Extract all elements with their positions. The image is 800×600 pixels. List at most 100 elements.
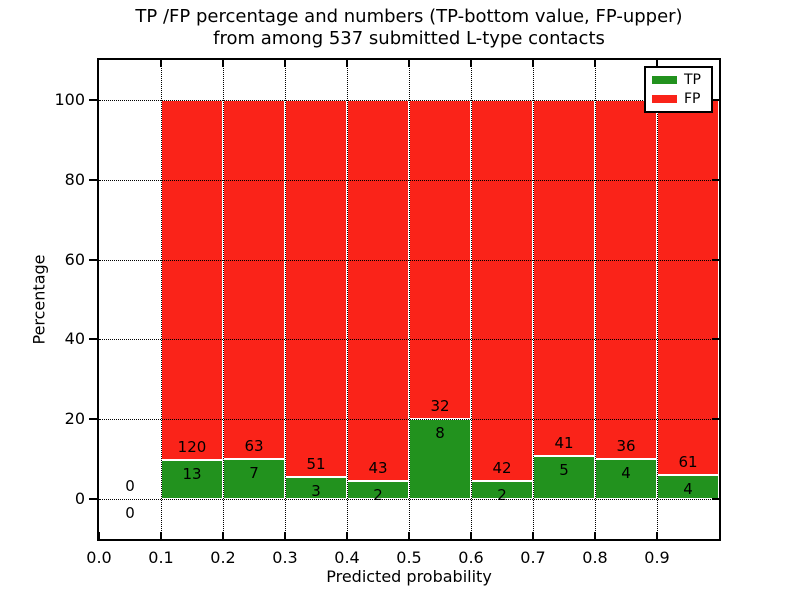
bar-segment-fp	[285, 99, 347, 477]
fp-count-label: 0	[125, 477, 135, 496]
x-tick	[408, 60, 410, 67]
x-tick	[408, 532, 410, 539]
legend-item-fp: FP	[652, 92, 705, 106]
fp-count-label: 43	[368, 459, 388, 478]
x-tick-label: 0.5	[396, 548, 422, 567]
bar-segment-tp	[223, 459, 285, 500]
y-tick	[712, 338, 719, 341]
bar-segment-fp	[471, 99, 533, 481]
x-tick-label: 0.8	[582, 548, 608, 567]
x-tick-label: 0.1	[148, 548, 174, 567]
bar-segment-fp	[161, 99, 223, 461]
x-tick	[656, 532, 658, 539]
x-tick	[98, 532, 100, 539]
y-axis-label-wrap: Percentage	[0, 60, 89, 539]
y-tick-label: 0	[74, 489, 85, 509]
chart-title: TP /FP percentage and numbers (TP-bottom…	[99, 6, 719, 50]
fp-count-label: 51	[306, 454, 326, 473]
x-tick-label: 0.3	[272, 548, 298, 567]
y-tick-label: 100	[54, 89, 85, 109]
y-tick	[89, 98, 97, 101]
x-gridline	[409, 60, 410, 539]
fp-count-label: 120	[177, 438, 207, 457]
legend-item-tp: TP	[652, 73, 705, 87]
x-tick	[222, 60, 224, 67]
legend-label-tp: TP	[684, 72, 701, 88]
fp-count-label: 32	[430, 397, 450, 416]
x-gridline	[533, 60, 534, 539]
tp-count-label: 4	[621, 464, 631, 483]
bar-segment-fp	[533, 99, 595, 456]
x-tick	[532, 532, 534, 539]
tp-count-label: 3	[311, 481, 321, 500]
fp-count-label: 36	[616, 437, 636, 456]
x-gridline	[161, 60, 162, 539]
bar-segment-fp	[657, 99, 719, 475]
x-tick	[470, 532, 472, 539]
fp-swatch-icon	[652, 95, 677, 103]
y-tick-label: 60	[64, 249, 85, 269]
y-tick-label: 40	[64, 329, 85, 349]
tp-swatch-icon	[652, 76, 677, 84]
x-axis-label: Predicted probability	[326, 567, 492, 586]
x-gridline	[471, 60, 472, 539]
x-tick	[284, 532, 286, 539]
y-tick	[89, 178, 97, 181]
y-tick	[89, 418, 97, 421]
tp-count-label: 0	[125, 504, 135, 523]
x-tick	[656, 60, 658, 67]
x-gridline	[657, 60, 658, 539]
plot-area: TP /FP percentage and numbers (TP-bottom…	[29, 6, 721, 586]
bar-segment-tp	[161, 460, 223, 500]
x-tick	[594, 60, 596, 67]
x-tick	[160, 60, 162, 67]
x-tick	[594, 532, 596, 539]
fp-count-label: 42	[492, 458, 512, 477]
tp-count-label: 2	[373, 486, 383, 505]
fp-count-label: 63	[244, 437, 264, 456]
fp-count-label: 41	[554, 433, 574, 452]
y-tick	[712, 178, 719, 181]
bar-segment-fp	[223, 99, 285, 460]
tp-count-label: 2	[497, 485, 507, 504]
x-tick	[284, 60, 286, 67]
y-tick	[712, 498, 719, 501]
legend-label-fp: FP	[684, 91, 701, 107]
bar-segment-fp	[595, 99, 657, 460]
x-tick	[346, 532, 348, 539]
y-tick	[712, 258, 719, 261]
x-tick	[160, 532, 162, 539]
x-tick-label: 0.7	[520, 548, 546, 567]
x-tick-label: 0.0	[86, 548, 112, 567]
legend: TP FP	[644, 66, 713, 113]
y-tick-label: 80	[64, 169, 85, 189]
fp-count-label: 61	[678, 452, 698, 471]
x-gridline	[285, 60, 286, 539]
x-tick-label: 0.9	[644, 548, 670, 567]
y-tick-label: 20	[64, 409, 85, 429]
tp-count-label: 8	[435, 424, 445, 443]
x-tick-label: 0.2	[210, 548, 236, 567]
x-tick	[470, 60, 472, 67]
tp-count-label: 7	[249, 464, 259, 483]
tp-count-label: 13	[182, 465, 202, 484]
y-tick	[712, 418, 719, 421]
y-tick	[89, 258, 97, 261]
x-tick-label: 0.6	[458, 548, 484, 567]
y-tick	[712, 98, 719, 101]
x-gridline	[347, 60, 348, 539]
bar-segment-tp	[657, 474, 719, 500]
x-tick	[222, 532, 224, 539]
x-gridline	[595, 60, 596, 539]
tp-count-label: 5	[559, 460, 569, 479]
bar-segment-fp	[409, 99, 471, 420]
y-tick	[89, 498, 97, 501]
bar-segment-fp	[347, 99, 409, 482]
x-gridline	[223, 60, 224, 539]
chart-title-line2: from among 537 submitted L-type contacts	[213, 28, 605, 49]
x-tick-label: 0.4	[334, 548, 360, 567]
x-tick	[346, 60, 348, 67]
x-tick	[532, 60, 534, 67]
y-tick	[89, 338, 97, 341]
